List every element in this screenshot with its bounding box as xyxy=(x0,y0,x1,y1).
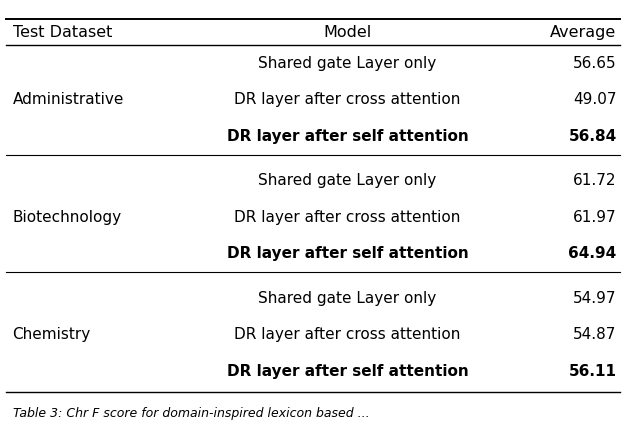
Text: 56.11: 56.11 xyxy=(568,364,617,379)
Text: Average: Average xyxy=(550,24,617,40)
Text: 64.94: 64.94 xyxy=(568,246,617,261)
Text: Biotechnology: Biotechnology xyxy=(13,210,121,225)
Text: Shared gate Layer only: Shared gate Layer only xyxy=(259,173,436,188)
Text: DR layer after self attention: DR layer after self attention xyxy=(227,129,468,144)
Text: 56.84: 56.84 xyxy=(568,129,617,144)
Text: DR layer after cross attention: DR layer after cross attention xyxy=(234,327,461,342)
Text: 61.97: 61.97 xyxy=(573,210,617,225)
Text: Shared gate Layer only: Shared gate Layer only xyxy=(259,291,436,306)
Text: DR layer after cross attention: DR layer after cross attention xyxy=(234,210,461,225)
Text: 56.65: 56.65 xyxy=(573,56,617,71)
Text: DR layer after self attention: DR layer after self attention xyxy=(227,364,468,379)
Text: 49.07: 49.07 xyxy=(573,92,617,107)
Text: Table 3: Chr F score for domain-inspired lexicon based ...: Table 3: Chr F score for domain-inspired… xyxy=(13,407,369,419)
Text: Model: Model xyxy=(323,24,372,40)
Text: 54.97: 54.97 xyxy=(573,291,617,306)
Text: DR layer after self attention: DR layer after self attention xyxy=(227,246,468,261)
Text: DR layer after cross attention: DR layer after cross attention xyxy=(234,92,461,107)
Text: 54.87: 54.87 xyxy=(573,327,617,342)
Text: Shared gate Layer only: Shared gate Layer only xyxy=(259,56,436,71)
Text: Test Dataset: Test Dataset xyxy=(13,24,112,40)
Text: Administrative: Administrative xyxy=(13,92,124,107)
Text: Chemistry: Chemistry xyxy=(13,327,91,342)
Text: 61.72: 61.72 xyxy=(573,173,617,188)
